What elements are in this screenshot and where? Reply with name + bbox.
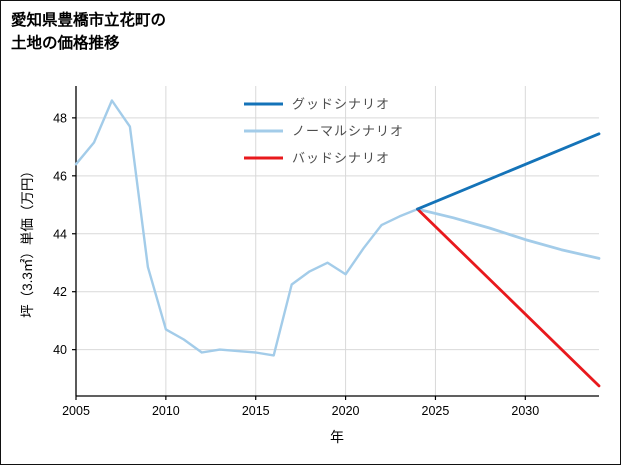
- series-line-good-forecast: [416, 132, 601, 211]
- series-line-historical: [74, 99, 419, 357]
- legend-label-0: グッドシナリオ: [292, 97, 390, 112]
- y-tick-label: 46: [53, 169, 67, 183]
- x-axis-label: 年: [330, 429, 344, 445]
- series-line-bad-forecast: [416, 207, 601, 388]
- x-tick-label: 2015: [242, 404, 270, 418]
- y-axis-label: 坪（3.3㎡）単価（万円）: [20, 164, 35, 318]
- x-tick-label: 2020: [332, 404, 360, 418]
- legend-label-1: ノーマルシナリオ: [292, 124, 404, 139]
- x-tick-label: 2010: [152, 404, 180, 418]
- y-tick-label: 48: [53, 111, 67, 125]
- y-tick-label: 42: [53, 285, 67, 299]
- x-tick-label: 2030: [511, 404, 539, 418]
- x-tick-label: 2025: [422, 404, 450, 418]
- legend-label-2: バッドシナリオ: [292, 151, 390, 166]
- chart-title: 愛知県豊橋市立花町の 土地の価格推移: [11, 12, 167, 53]
- y-tick-label: 40: [53, 343, 67, 357]
- y-tick-label: 44: [53, 227, 67, 241]
- series-line-normal-forecast: [416, 207, 601, 260]
- x-tick-label: 2005: [62, 404, 90, 418]
